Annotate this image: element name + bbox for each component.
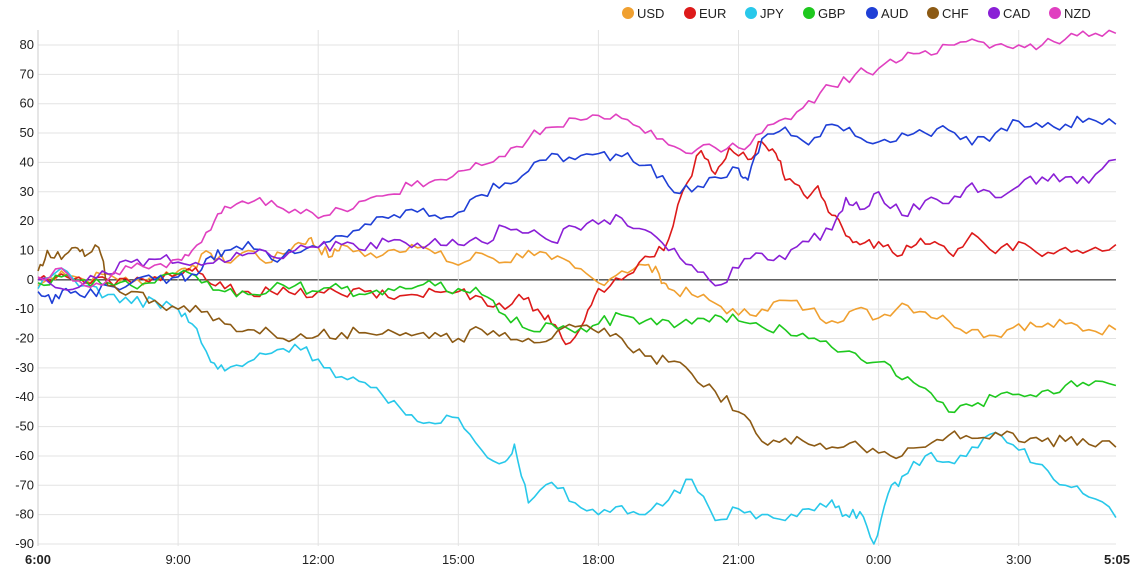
y-axis-ticks: 80 70 60 50 40 30 20 10 0 -10 -20 -30 -40 -50 -60 -70 -8… bbox=[15, 37, 34, 551]
legend-swatch bbox=[866, 7, 878, 19]
legend-item-chf[interactable]: CHF bbox=[927, 6, 969, 21]
grid bbox=[37, 30, 1116, 546]
x-tick-label: 18:00 bbox=[582, 552, 615, 567]
series-line-gbp bbox=[37, 269, 1117, 414]
legend-label: AUD bbox=[881, 6, 908, 21]
series-line-aud bbox=[37, 115, 1117, 305]
y-tick-label: 20 bbox=[20, 213, 34, 228]
x-tick-label: 5:05 bbox=[1104, 552, 1130, 567]
y-tick-label: -50 bbox=[15, 419, 34, 434]
legend-item-nzd[interactable]: NZD bbox=[1049, 6, 1091, 21]
legend-swatch bbox=[1049, 7, 1061, 19]
series-line-nzd bbox=[37, 29, 1117, 289]
x-tick-label: 12:00 bbox=[302, 552, 335, 567]
y-tick-label: -40 bbox=[15, 389, 34, 404]
legend-item-gbp[interactable]: GBP bbox=[803, 6, 845, 21]
y-tick-label: -20 bbox=[15, 331, 34, 346]
legend-label: JPY bbox=[760, 6, 784, 21]
y-tick-label: 10 bbox=[20, 242, 34, 257]
x-tick-label: 0:00 bbox=[866, 552, 891, 567]
series-line-chf bbox=[37, 244, 1117, 460]
series-line-jpy bbox=[37, 267, 1117, 545]
y-tick-label: 50 bbox=[20, 125, 34, 140]
legend[interactable]: USD EUR JPY GBP AUD CHF CAD NZD bbox=[622, 6, 1091, 21]
legend-item-jpy[interactable]: JPY bbox=[745, 6, 784, 21]
y-tick-label: 80 bbox=[20, 37, 34, 52]
legend-swatch bbox=[684, 7, 696, 19]
x-tick-label: 15:00 bbox=[442, 552, 475, 567]
x-tick-label: 3:00 bbox=[1006, 552, 1031, 567]
series-line-eur bbox=[37, 140, 1117, 346]
y-tick-label: 60 bbox=[20, 96, 34, 111]
x-tick-label: 9:00 bbox=[165, 552, 190, 567]
y-tick-label: -70 bbox=[15, 477, 34, 492]
y-tick-label: -30 bbox=[15, 360, 34, 375]
legend-item-aud[interactable]: AUD bbox=[866, 6, 908, 21]
x-tick-label: 6:00 bbox=[25, 552, 51, 567]
y-tick-label: 30 bbox=[20, 184, 34, 199]
legend-label: EUR bbox=[699, 6, 726, 21]
legend-swatch bbox=[988, 7, 1000, 19]
legend-swatch bbox=[745, 7, 757, 19]
legend-label: CHF bbox=[942, 6, 969, 21]
x-axis-ticks: 6:00 9:00 12:00 15:00 18:00 21:00 0:00 3:00 5:05 bbox=[25, 552, 1130, 567]
series-lines bbox=[37, 29, 1117, 545]
series-line-usd bbox=[37, 236, 1117, 339]
x-tick-label: 21:00 bbox=[722, 552, 755, 567]
y-tick-label: -10 bbox=[15, 301, 34, 316]
y-tick-label: -80 bbox=[15, 507, 34, 522]
legend-label: CAD bbox=[1003, 6, 1030, 21]
y-tick-label: 0 bbox=[27, 272, 34, 287]
y-tick-label: -60 bbox=[15, 448, 34, 463]
legend-swatch bbox=[927, 7, 939, 19]
legend-item-usd[interactable]: USD bbox=[622, 6, 664, 21]
legend-swatch bbox=[803, 7, 815, 19]
y-tick-label: 70 bbox=[20, 66, 34, 81]
legend-swatch bbox=[622, 7, 634, 19]
series-line-cad bbox=[37, 158, 1117, 291]
legend-item-eur[interactable]: EUR bbox=[684, 6, 726, 21]
legend-label: GBP bbox=[818, 6, 845, 21]
y-tick-label: 40 bbox=[20, 154, 34, 169]
legend-label: NZD bbox=[1064, 6, 1091, 21]
legend-item-cad[interactable]: CAD bbox=[988, 6, 1030, 21]
y-tick-label: -90 bbox=[15, 536, 34, 551]
legend-label: USD bbox=[637, 6, 664, 21]
